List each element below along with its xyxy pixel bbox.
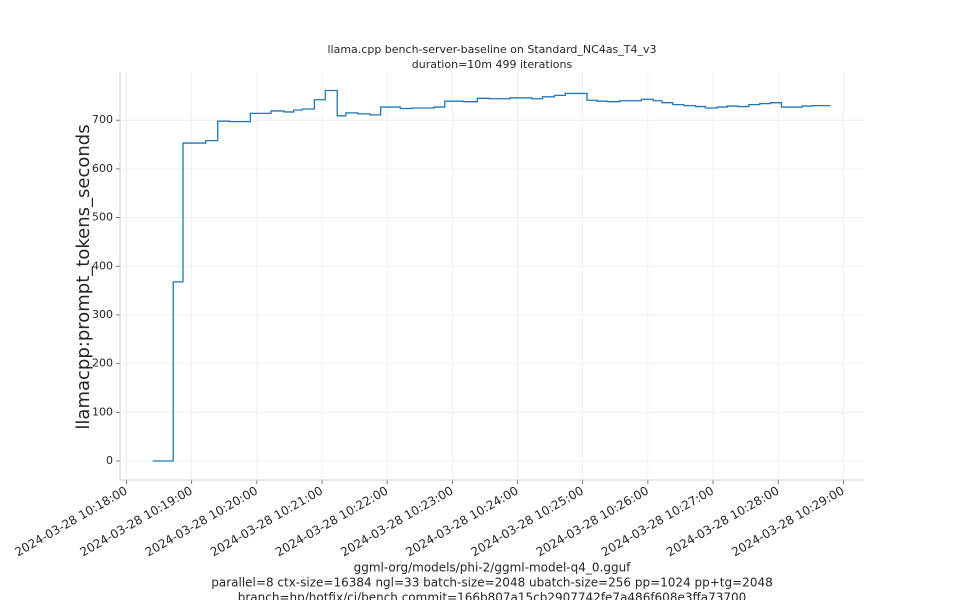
chart-title: llama.cpp bench-server-baseline on Stand…: [327, 43, 656, 56]
y-axis-label: llamacpp:prompt_tokens_seconds: [73, 124, 94, 429]
x-tick-label: 2024-03-28 10:23:00: [338, 484, 455, 560]
chart-subtitle: duration=10m 499 iterations: [412, 58, 573, 71]
y-tick-label: 100: [92, 405, 113, 418]
x-axis-label: parallel=8 ctx-size=16384 ngl=33 batch-s…: [211, 576, 772, 590]
x-axis-label: branch=hp/hotfix/ci/bench commit=166b807…: [238, 591, 747, 600]
y-tick-label: 500: [92, 211, 113, 224]
x-tick-label: 2024-03-28 10:19:00: [78, 484, 195, 560]
y-tick-label: 0: [106, 454, 113, 467]
x-tick-label: 2024-03-28 10:29:00: [729, 484, 846, 560]
x-tick-label: 2024-03-28 10:22:00: [273, 484, 390, 560]
x-tick-label: 2024-03-28 10:28:00: [664, 484, 781, 560]
y-tick-label: 700: [92, 113, 113, 126]
x-tick-label: 2024-03-28 10:25:00: [469, 484, 586, 560]
data-line: [152, 89, 831, 462]
x-tick-label: 2024-03-28 10:24:00: [403, 484, 520, 560]
x-tick-label: 2024-03-28 10:18:00: [12, 484, 129, 560]
y-tick-label: 400: [92, 259, 113, 272]
y-tick-label: 600: [92, 162, 113, 175]
x-axis-label: ggml-org/models/phi-2/ggml-model-q4_0.gg…: [354, 561, 632, 575]
x-tick-label: 2024-03-28 10:21:00: [208, 484, 325, 560]
x-tick-label: 2024-03-28 10:26:00: [534, 484, 651, 560]
y-tick-label: 300: [92, 308, 113, 321]
x-tick-label: 2024-03-28 10:27:00: [599, 484, 716, 560]
x-tick-label: 2024-03-28 10:20:00: [143, 484, 260, 560]
y-tick-label: 200: [92, 357, 113, 370]
